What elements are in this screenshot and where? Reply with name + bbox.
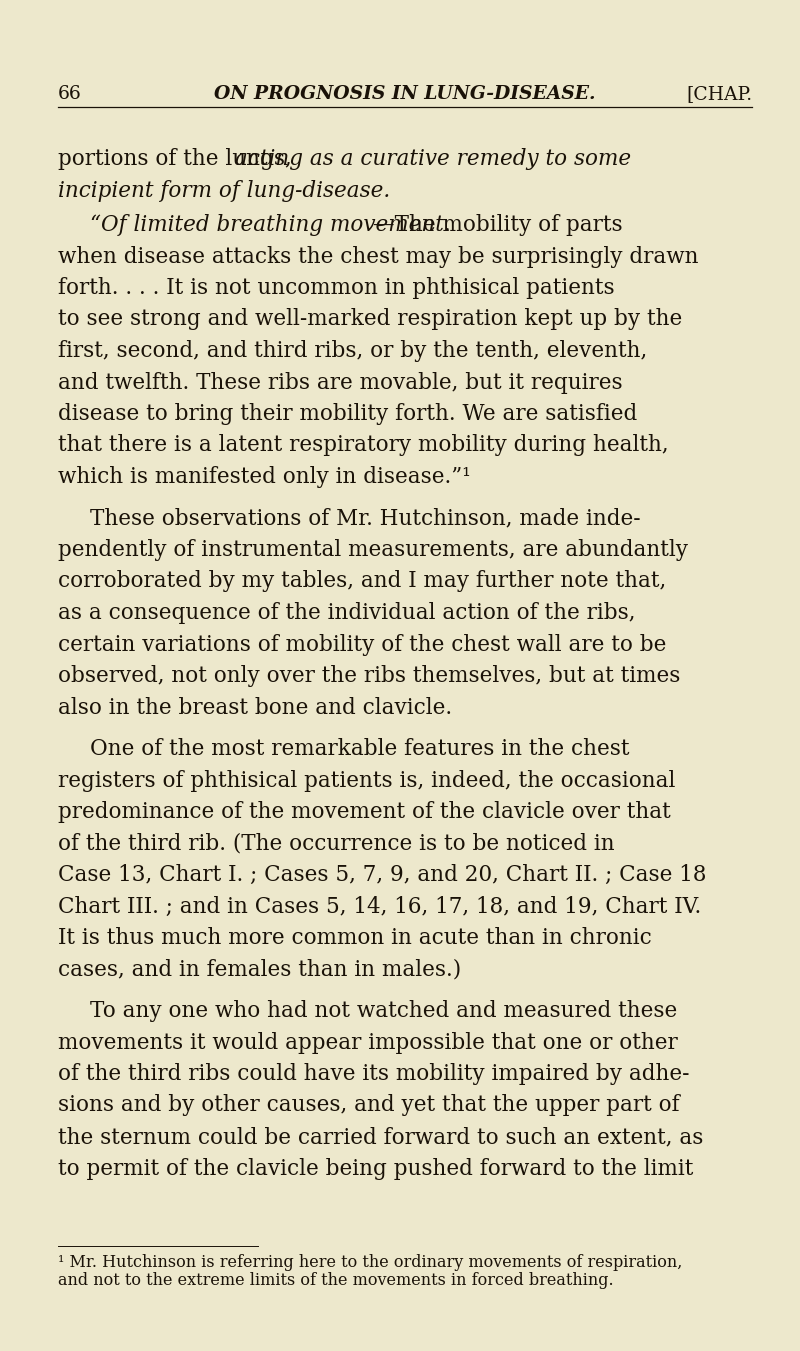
Text: movements it would appear impossible that one or other: movements it would appear impossible tha… xyxy=(58,1032,678,1054)
Text: acting as a curative remedy to some: acting as a curative remedy to some xyxy=(235,149,631,170)
Text: and not to the extreme limits of the movements in forced breathing.: and not to the extreme limits of the mov… xyxy=(58,1273,614,1289)
Text: ¹ Mr. Hutchinson is referring here to the ordinary movements of respiration,: ¹ Mr. Hutchinson is referring here to th… xyxy=(58,1254,682,1271)
Text: that there is a latent respiratory mobility during health,: that there is a latent respiratory mobil… xyxy=(58,435,669,457)
Text: observed, not only over the ribs themselves, but at times: observed, not only over the ribs themsel… xyxy=(58,665,680,688)
Text: ON PROGNOSIS IN LUNG-DISEASE.: ON PROGNOSIS IN LUNG-DISEASE. xyxy=(214,85,596,103)
Text: which is manifested only in disease.”¹: which is manifested only in disease.”¹ xyxy=(58,466,470,488)
Text: to see strong and well-marked respiration kept up by the: to see strong and well-marked respiratio… xyxy=(58,308,682,331)
Text: cases, and in females than in males.): cases, and in females than in males.) xyxy=(58,958,462,981)
Text: [CHAP.: [CHAP. xyxy=(686,85,752,103)
Text: also in the breast bone and clavicle.: also in the breast bone and clavicle. xyxy=(58,697,452,719)
Text: of the third rib. (The occurrence is to be noticed in: of the third rib. (The occurrence is to … xyxy=(58,832,614,854)
Text: “Of limited breathing movement.: “Of limited breathing movement. xyxy=(90,213,450,236)
Text: sions and by other causes, and yet that the upper part of: sions and by other causes, and yet that … xyxy=(58,1094,680,1116)
Text: forth. . . . It is not uncommon in phthisical patients: forth. . . . It is not uncommon in phthi… xyxy=(58,277,614,299)
Text: first, second, and third ribs, or by the tenth, eleventh,: first, second, and third ribs, or by the… xyxy=(58,340,647,362)
Text: of the third ribs could have its mobility impaired by adhe-: of the third ribs could have its mobilit… xyxy=(58,1063,690,1085)
Text: Case 13, Chart I. ; Cases 5, 7, 9, and 20, Chart II. ; Case 18: Case 13, Chart I. ; Cases 5, 7, 9, and 2… xyxy=(58,865,706,886)
Text: and twelfth. These ribs are movable, but it requires: and twelfth. These ribs are movable, but… xyxy=(58,372,622,393)
Text: predominance of the movement of the clavicle over that: predominance of the movement of the clav… xyxy=(58,801,670,823)
Text: as a consequence of the individual action of the ribs,: as a consequence of the individual actio… xyxy=(58,603,635,624)
Text: corroborated by my tables, and I may further note that,: corroborated by my tables, and I may fur… xyxy=(58,570,666,593)
Text: portions of the lungs,: portions of the lungs, xyxy=(58,149,298,170)
Text: certain variations of mobility of the chest wall are to be: certain variations of mobility of the ch… xyxy=(58,634,666,655)
Text: It is thus much more common in acute than in chronic: It is thus much more common in acute tha… xyxy=(58,927,652,948)
Text: pendently of instrumental measurements, are abundantly: pendently of instrumental measurements, … xyxy=(58,539,688,561)
Text: —The mobility of parts: —The mobility of parts xyxy=(373,213,622,236)
Text: These observations of Mr. Hutchinson, made inde-: These observations of Mr. Hutchinson, ma… xyxy=(90,508,641,530)
Text: incipient form of lung-disease.: incipient form of lung-disease. xyxy=(58,180,390,201)
Text: 66: 66 xyxy=(58,85,82,103)
Text: the sternum could be carried forward to such an extent, as: the sternum could be carried forward to … xyxy=(58,1125,703,1148)
Text: registers of phthisical patients is, indeed, the occasional: registers of phthisical patients is, ind… xyxy=(58,770,675,792)
Text: when disease attacks the chest may be surprisingly drawn: when disease attacks the chest may be su… xyxy=(58,246,698,267)
Text: disease to bring their mobility forth. We are satisfied: disease to bring their mobility forth. W… xyxy=(58,403,638,426)
Text: Chart III. ; and in Cases 5, 14, 16, 17, 18, and 19, Chart IV.: Chart III. ; and in Cases 5, 14, 16, 17,… xyxy=(58,896,702,917)
Text: to permit of the clavicle being pushed forward to the limit: to permit of the clavicle being pushed f… xyxy=(58,1158,694,1179)
Text: To any one who had not watched and measured these: To any one who had not watched and measu… xyxy=(90,1000,678,1021)
Text: One of the most remarkable features in the chest: One of the most remarkable features in t… xyxy=(90,738,630,761)
